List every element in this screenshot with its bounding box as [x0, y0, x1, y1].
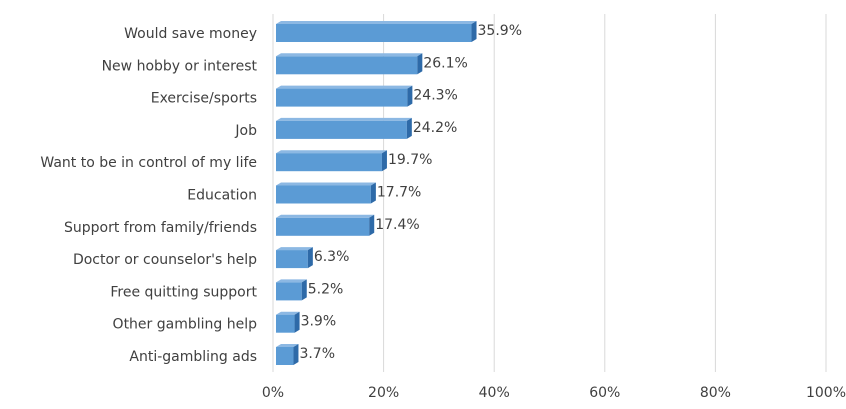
category-label: Want to be in control of my life [40, 155, 257, 171]
bar [276, 153, 382, 172]
bar [276, 24, 472, 42]
bar [276, 56, 418, 75]
bar-side-face [406, 117, 412, 139]
bar-top-face [276, 53, 423, 57]
bar-group [276, 117, 412, 139]
data-label: 35.9% [478, 23, 522, 39]
bar-side-face [369, 214, 375, 236]
x-tick-label: 100% [806, 385, 846, 401]
data-label: 19.7% [388, 152, 432, 168]
x-tick-label: 60% [589, 385, 620, 401]
bar-group [276, 85, 413, 107]
bar-side-face [301, 279, 307, 301]
bar-group [276, 150, 387, 172]
bar-group [276, 214, 375, 236]
bar-top-face [276, 344, 299, 347]
bar-side-face [370, 182, 376, 204]
bar [276, 314, 295, 333]
bar-group [276, 311, 300, 333]
bar-side-face [381, 150, 387, 172]
data-label: 3.7% [299, 346, 335, 362]
bar [276, 250, 308, 269]
bar-group [276, 344, 299, 365]
category-label: Anti-gambling ads [129, 349, 257, 365]
bar [276, 282, 302, 301]
category-label: Exercise/sports [151, 91, 257, 107]
category-label: Would save money [124, 26, 257, 42]
bar-side-face [294, 311, 300, 333]
category-label: Job [234, 123, 257, 139]
category-label: Education [187, 188, 257, 204]
bar-top-face [276, 117, 412, 121]
data-label: 17.7% [377, 185, 421, 201]
data-label: 24.3% [413, 88, 457, 104]
bar [276, 347, 294, 365]
bar [276, 185, 371, 204]
x-tick-label: 20% [368, 385, 399, 401]
bar-side-face [407, 85, 413, 107]
bar-top-face [276, 279, 307, 283]
bar [276, 217, 370, 236]
category-label: New hobby or interest [102, 58, 258, 74]
bar-side-face [293, 344, 299, 365]
data-label: 3.9% [301, 314, 337, 330]
bar-top-face [276, 150, 387, 154]
bar-top-face [276, 182, 376, 186]
category-label: Support from family/friends [64, 220, 257, 236]
data-label: 6.3% [314, 249, 350, 265]
bar-top-face [276, 214, 375, 218]
category-label: Other gambling help [113, 317, 258, 333]
bar-group [276, 182, 376, 204]
data-label: 5.2% [308, 281, 344, 297]
x-tick-label: 40% [479, 385, 510, 401]
x-tick-label: 0% [262, 385, 284, 401]
bar-side-face [471, 21, 477, 42]
bar-top-face [276, 85, 413, 89]
bar-top-face [276, 311, 300, 315]
bar-top-face [276, 247, 313, 251]
data-label: 17.4% [375, 217, 419, 233]
data-label: 24.2% [413, 120, 457, 136]
x-tick-label: 80% [700, 385, 731, 401]
bar-side-face [307, 247, 313, 269]
data-label: 26.1% [423, 55, 467, 71]
bar-top-face [276, 21, 477, 24]
bar-group [276, 247, 313, 269]
bar [276, 88, 408, 107]
bar-group [276, 279, 307, 301]
bar-group [276, 21, 477, 42]
bar-group [276, 53, 423, 75]
category-label: Free quitting support [110, 284, 257, 300]
category-label: Doctor or counselor's help [73, 252, 257, 268]
bar [276, 120, 407, 139]
bar-side-face [417, 53, 423, 75]
